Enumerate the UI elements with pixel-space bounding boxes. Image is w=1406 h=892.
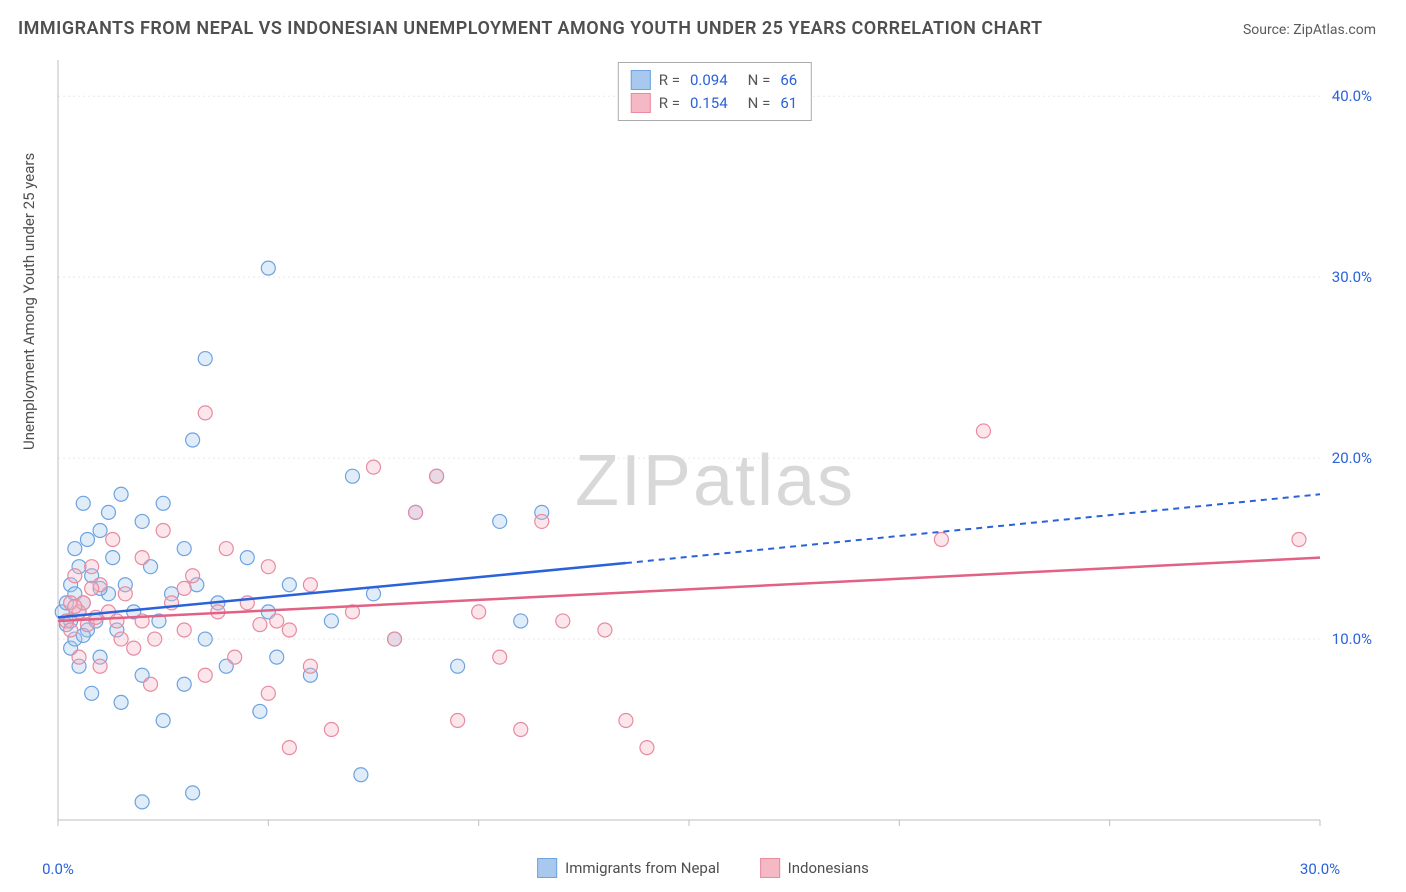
source-attribution: Source: ZipAtlas.com [1243,22,1376,38]
y-tick-label: 10.0% [1332,630,1372,648]
corr-n-label: N = [748,92,771,115]
correlation-row: R = 0.154 N = 61 [631,92,797,115]
legend-swatch [760,858,780,878]
y-tick-label: 20.0% [1332,449,1372,467]
y-tick-label: 30.0% [1332,268,1372,286]
series-legend: Immigrants from Nepal Indonesians [537,858,869,878]
series-points [55,261,549,809]
x-tick-label: 0.0% [42,860,74,878]
corr-n-value: 66 [780,69,797,92]
chart-title: IMMIGRANTS FROM NEPAL VS INDONESIAN UNEM… [18,18,1043,39]
legend-item: Immigrants from Nepal [537,858,720,878]
corr-r-value: 0.094 [690,69,728,92]
legend-label: Indonesians [788,859,869,877]
chart-svg [50,60,1380,850]
legend-item: Indonesians [760,858,869,878]
corr-r-label: R = [659,69,680,92]
corr-n-value: 61 [780,92,797,115]
corr-r-value: 0.154 [690,92,728,115]
correlation-legend: R = 0.094 N = 66 R = 0.154 N = 61 [618,62,812,121]
x-tick-label: 30.0% [1300,860,1340,878]
correlation-row: R = 0.094 N = 66 [631,69,797,92]
legend-swatch [631,93,651,113]
legend-swatch [631,70,651,90]
legend-swatch [537,858,557,878]
y-axis-label: Unemployment Among Youth under 25 years [20,153,38,450]
y-tick-label: 40.0% [1332,87,1372,105]
legend-label: Immigrants from Nepal [565,859,720,877]
chart-plot-area: R =0.094N =66R =0.154N =61 ZIPatlas 10.0… [50,60,1380,850]
corr-n-label: N = [748,69,771,92]
corr-r-label: R = [659,92,680,115]
